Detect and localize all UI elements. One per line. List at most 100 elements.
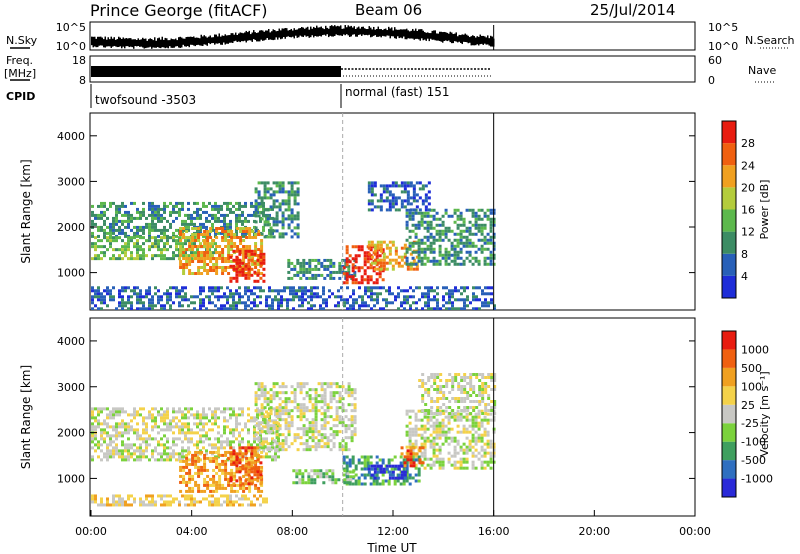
scatter-cell xyxy=(106,449,109,453)
scatter-cell xyxy=(263,220,267,224)
scatter-cell xyxy=(178,257,181,261)
scatter-cell xyxy=(112,434,115,438)
scatter-cell xyxy=(209,236,213,240)
scatter-cell xyxy=(441,220,445,224)
scatter-cell xyxy=(360,473,364,477)
scatter-cell xyxy=(256,473,260,477)
scatter-cell xyxy=(448,298,451,302)
scatter-cell xyxy=(281,235,285,239)
scatter-cell xyxy=(194,462,198,466)
scatter-cell xyxy=(345,464,349,468)
scatter-cell xyxy=(343,304,346,308)
scatter-cell xyxy=(247,482,251,486)
scatter-cell xyxy=(471,427,475,431)
scatter-cell xyxy=(182,474,186,478)
scatter-cell xyxy=(453,238,457,242)
scatter-cell xyxy=(403,301,406,305)
scatter-cell xyxy=(238,252,242,256)
scatter-cell xyxy=(274,298,277,302)
scatter-cell xyxy=(214,207,217,211)
scatter-cell xyxy=(454,373,458,376)
noise-sample xyxy=(446,32,448,42)
scatter-cell xyxy=(281,406,285,410)
scatter-cell xyxy=(445,379,449,382)
scatter-cell xyxy=(239,236,243,240)
scatter-cell xyxy=(420,211,424,215)
scatter-cell xyxy=(472,292,475,296)
scatter-cell xyxy=(205,497,208,501)
scatter-cell xyxy=(163,416,166,420)
scatter-cell xyxy=(296,433,300,437)
scatter-cell xyxy=(474,250,478,254)
scatter-cell xyxy=(218,453,222,457)
scatter-cell xyxy=(393,455,397,459)
scatter-cell xyxy=(203,453,207,457)
scatter-cell xyxy=(130,219,133,223)
scatter-cell xyxy=(223,407,226,411)
scatter-cell xyxy=(200,468,204,472)
scatter-cell xyxy=(348,458,352,462)
scatter-cell xyxy=(178,295,181,299)
scatter-cell xyxy=(475,295,478,299)
noise-sample xyxy=(380,29,382,38)
scatter-cell xyxy=(100,307,103,310)
scatter-cell xyxy=(296,226,300,230)
scatter-cell xyxy=(290,424,294,428)
scatter-cell xyxy=(187,425,190,429)
scatter-cell xyxy=(226,503,229,507)
scatter-cell xyxy=(296,232,300,236)
scatter-cell xyxy=(409,252,413,256)
scatter-cell xyxy=(363,482,367,486)
scatter-cell xyxy=(278,418,282,422)
scatter-cell xyxy=(391,196,395,200)
scatter-cell xyxy=(253,210,256,214)
scatter-cell xyxy=(281,448,285,452)
scatter-cell xyxy=(489,454,493,458)
scatter-cell xyxy=(367,246,371,250)
scatter-cell xyxy=(215,266,219,270)
scatter-cell xyxy=(127,295,130,299)
scatter-cell xyxy=(203,459,207,463)
scatter-cell xyxy=(248,233,252,237)
scatter-cell xyxy=(474,223,478,227)
scatter-cell xyxy=(194,450,198,454)
scatter-cell xyxy=(253,437,256,441)
scatter-cell xyxy=(157,301,160,305)
scatter-cell xyxy=(444,424,448,428)
scatter-cell xyxy=(263,391,267,395)
scatter-cell xyxy=(459,211,463,215)
scatter-cell xyxy=(329,382,333,386)
scatter-cell xyxy=(426,436,430,440)
scatter-cell xyxy=(103,204,106,208)
scatter-cell xyxy=(151,437,154,441)
scatter-cell xyxy=(259,461,263,465)
scatter-cell xyxy=(465,415,469,419)
scatter-cell xyxy=(206,483,210,487)
scatter-cell xyxy=(463,379,467,382)
scatter-cell xyxy=(391,181,395,185)
scatter-cell xyxy=(397,264,401,268)
scatter-cell xyxy=(342,467,346,471)
scatter-cell xyxy=(483,448,487,452)
scatter-cell xyxy=(109,425,112,429)
scatter-cell xyxy=(366,473,370,477)
scatter-cell xyxy=(94,304,97,308)
scatter-cell xyxy=(373,205,377,209)
scatter-cell xyxy=(227,260,231,264)
scatter-cell xyxy=(112,254,115,258)
scatter-cell xyxy=(430,376,434,379)
scatter-cell xyxy=(322,481,326,485)
scatter-cell xyxy=(233,477,237,481)
scatter-cell xyxy=(200,257,204,261)
scatter-cell xyxy=(323,424,327,428)
scatter-cell xyxy=(477,424,481,428)
noise-sample xyxy=(187,36,189,47)
scatter-cell xyxy=(293,273,297,277)
scatter-cell xyxy=(287,190,291,194)
scatter-cell xyxy=(345,467,349,471)
scatter-cell xyxy=(187,216,190,220)
scatter-cell xyxy=(194,456,198,460)
noise-sample xyxy=(200,34,202,46)
scatter-cell xyxy=(196,443,199,447)
scatter-cell xyxy=(139,298,142,302)
